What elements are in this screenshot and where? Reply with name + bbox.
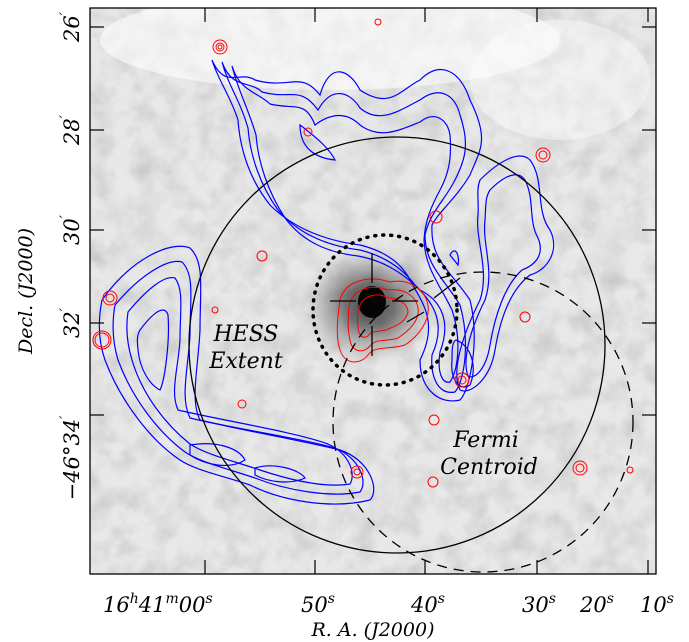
- y-tick-label-3: 32′: [58, 307, 84, 338]
- fermi-centroid-label-line1: Fermi: [452, 428, 519, 453]
- region-circles: [188, 136, 634, 573]
- greyscale-background: [90, 8, 656, 574]
- x-tick-label-3: 30s: [522, 591, 556, 617]
- hess-extent-circle: [188, 136, 606, 554]
- x-tick-label-0: 16h41m00s: [103, 591, 213, 617]
- y-tick-label-1: 28′: [58, 114, 84, 146]
- hess-extent-label-line2: Extent: [208, 349, 282, 374]
- fermi-centroid-circle: [332, 271, 634, 573]
- dotted-ellipse: [311, 233, 459, 387]
- x-tick-label-1: 50s: [301, 591, 335, 617]
- hess-extent-label-line1: HESS: [212, 322, 278, 347]
- x-axis-title: R. A. (J2000): [311, 619, 435, 641]
- blue-contours: [98, 59, 555, 505]
- red-contours: [92, 18, 634, 488]
- x-tick-label-4: 20s: [579, 591, 614, 617]
- crosshair-marker: [330, 253, 461, 356]
- y-axis-title: Decl. (J2000): [15, 228, 37, 355]
- x-tick-label-5: 10s: [640, 591, 674, 617]
- y-tick-label-2: 30′: [58, 214, 84, 245]
- fermi-centroid-label-line2: Centroid: [440, 455, 538, 480]
- plot-frame: [89, 7, 657, 575]
- y-tick-label-4: −46°34′: [58, 415, 84, 501]
- x-tick-label-2: 40s: [410, 591, 445, 617]
- tick-marks: [90, 8, 656, 574]
- y-tick-label-0: 26′: [58, 11, 84, 43]
